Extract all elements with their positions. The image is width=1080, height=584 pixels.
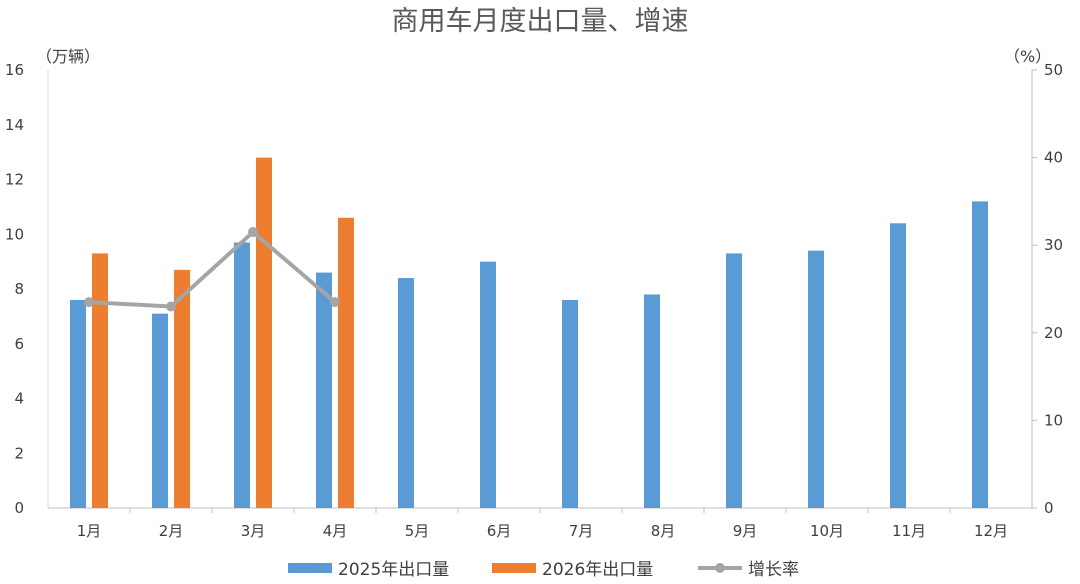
bar-2026-4 [338,217,354,508]
x-tick-label: 11月 [892,522,926,540]
legend-label-2: 2026年出口量 [542,560,653,580]
bar-2025-8 [644,294,660,508]
growth-rate-point-2 [166,301,176,312]
bar-2025-6 [480,261,496,508]
y-tick-label: 10 [5,225,24,243]
growth-rate-point-3 [248,227,258,238]
bar-2026-2 [174,269,190,508]
legend-swatch-1 [288,563,332,573]
x-tick-label: 3月 [241,522,266,540]
y-tick-label: 8 [14,280,24,298]
x-tick-label: 12月 [974,522,1008,540]
x-tick-label: 1月 [77,522,102,540]
y-tick-label: 0 [14,499,24,517]
bar-2025-7 [562,299,578,508]
x-tick-label: 10月 [810,522,844,540]
y-tick-label: 2 [14,444,24,462]
y2-tick-label: 30 [1044,236,1063,254]
bar-2025-12 [972,201,988,508]
x-tick-label: 6月 [487,522,512,540]
y2-tick-label: 50 [1044,61,1063,79]
growth-rate-line [88,230,337,309]
bar-2025-1 [70,299,86,508]
x-tick-label: 4月 [323,522,348,540]
bar-2026-1 [92,253,108,508]
legend-marker-3 [715,563,725,573]
bar-2025-4 [316,272,332,508]
bar-2026-3 [256,157,272,508]
growth-rate-point-1 [84,297,94,308]
y2-tick-label: 0 [1044,499,1054,517]
y2-tick-label: 10 [1044,411,1063,429]
left-axis-unit: （万辆） [36,47,100,66]
x-tick-label: 9月 [733,522,758,540]
legend-label-1: 2025年出口量 [338,560,449,580]
x-tick-label: 5月 [405,522,430,540]
bar-2025-2 [152,313,168,508]
y2-tick-label: 20 [1044,324,1063,342]
y-tick-label: 12 [5,171,24,189]
bar-2025-3 [234,242,250,508]
y-tick-label: 4 [14,390,24,408]
y-tick-label: 16 [5,61,24,79]
bar-2025-11 [890,223,906,509]
x-tick-label: 8月 [651,522,676,540]
growth-rate-point-4 [330,297,340,308]
right-axis-unit: （%） [1004,47,1051,66]
y-tick-label: 14 [5,116,24,134]
x-tick-label: 7月 [569,522,594,540]
bar-2025-9 [726,253,742,508]
plot-area: 0 2 4 6 8 10 12 14 16 0 10 20 30 40 50 1月 2月 3月 4月 5月 6月 7月 8月… [5,61,1063,540]
chart-title: 商用车月度出口量、增速 [392,6,689,37]
bar-2025-5 [398,278,414,508]
bar-2025-10 [808,250,824,509]
legend-label-3: 增长率 [748,560,799,580]
x-tick-label: 2月 [159,522,184,540]
y2-tick-label: 40 [1044,149,1063,167]
legend: 2025年出口量 2026年出口量 增长率 [288,560,799,580]
y-tick-label: 6 [14,335,24,353]
legend-swatch-2 [492,563,536,573]
